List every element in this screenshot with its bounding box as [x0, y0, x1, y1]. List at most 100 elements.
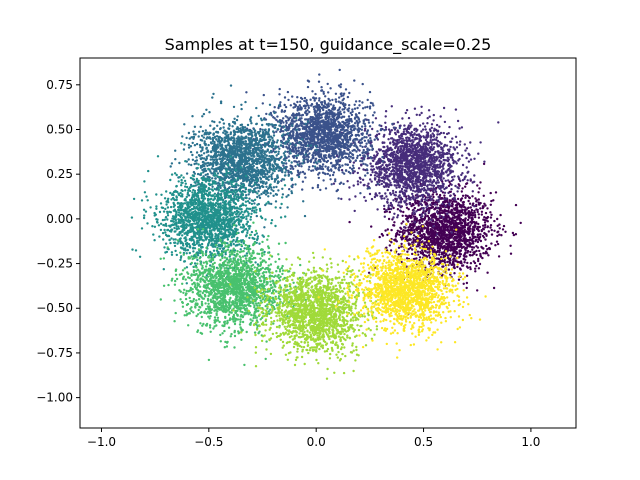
scatter-point	[437, 225, 440, 228]
scatter-point	[440, 171, 444, 174]
scatter-point	[395, 200, 398, 203]
scatter-point	[490, 233, 494, 236]
scatter-point	[288, 131, 292, 135]
scatter-point	[339, 101, 342, 104]
scatter-point	[298, 104, 301, 107]
scatter-point	[367, 182, 370, 185]
chart-title: Samples at t=150, guidance_scale=0.25	[165, 35, 492, 55]
scatter-point	[435, 239, 439, 242]
scatter-point	[436, 210, 439, 214]
scatter-point	[501, 228, 505, 231]
scatter-point	[426, 122, 429, 125]
scatter-point	[413, 133, 416, 136]
scatter-point	[347, 148, 350, 151]
scatter-point	[303, 172, 306, 175]
scatter-point	[366, 148, 369, 151]
scatter-point	[322, 108, 325, 112]
scatter-point	[381, 163, 384, 167]
scatter-point	[477, 259, 480, 263]
scatter-point	[467, 206, 470, 209]
scatter-point	[451, 203, 454, 206]
scatter-point	[451, 200, 454, 203]
scatter-point	[425, 230, 428, 234]
scatter-point	[435, 155, 438, 158]
scatter-point	[383, 207, 386, 211]
scatter-point	[449, 170, 452, 173]
scatter-point	[435, 186, 438, 190]
scatter-point	[447, 184, 451, 188]
scatter-point	[311, 139, 314, 143]
scatter-point	[421, 179, 424, 182]
scatter-point	[390, 105, 393, 108]
scatter-point	[442, 265, 445, 268]
scatter-point	[492, 286, 496, 290]
scatter-point	[332, 122, 336, 126]
scatter-point	[467, 199, 470, 203]
scatter-point	[438, 215, 441, 218]
scatter-point	[479, 141, 482, 144]
scatter-point	[428, 115, 431, 118]
scatter-point	[433, 168, 436, 171]
scatter-point	[395, 197, 399, 201]
scatter-point	[421, 207, 424, 210]
scatter-point	[477, 201, 480, 204]
scatter-point	[467, 211, 470, 214]
scatter-point	[475, 264, 478, 268]
scatter-point	[432, 184, 436, 188]
scatter-point	[416, 133, 420, 136]
scatter-point	[443, 209, 446, 212]
scatter-point	[454, 135, 458, 138]
scatter-point	[490, 199, 493, 203]
scatter-point	[420, 234, 423, 237]
scatter-point	[475, 203, 478, 207]
scatter-point	[471, 239, 474, 242]
scatter-point	[418, 213, 422, 217]
scatter-point	[311, 165, 315, 168]
scatter-point	[428, 197, 432, 200]
scatter-point	[462, 258, 466, 261]
scatter-point	[455, 141, 459, 144]
scatter-point	[306, 109, 309, 112]
scatter-point	[370, 225, 373, 228]
scatter-point	[370, 165, 373, 168]
scatter-point	[469, 267, 472, 271]
cluster-1	[332, 105, 500, 236]
scatter-point	[477, 257, 480, 261]
scatter-point	[478, 203, 481, 206]
scatter-point	[394, 157, 397, 161]
scatter-point	[327, 91, 330, 94]
scatter-point	[368, 90, 372, 94]
scatter-point	[427, 224, 430, 227]
scatter-point	[432, 199, 435, 202]
scatter-point	[512, 233, 516, 237]
scatter-point	[477, 198, 480, 201]
scatter-point	[279, 101, 282, 104]
scatter-point	[391, 163, 395, 166]
scatter-point	[262, 93, 265, 97]
scatter-point	[477, 191, 480, 194]
scatter-point	[396, 208, 400, 211]
scatter-point	[365, 142, 368, 145]
scatter-point	[386, 200, 389, 204]
scatter-point	[427, 142, 430, 146]
scatter-point	[316, 184, 320, 187]
scatter-point	[444, 246, 447, 250]
scatter-point	[426, 131, 430, 135]
scatter-point	[441, 151, 444, 154]
scatter-point	[318, 171, 321, 175]
scatter-point	[370, 197, 374, 201]
scatter-point	[447, 191, 450, 195]
scatter-point	[364, 106, 367, 109]
scatter-point	[408, 202, 411, 205]
scatter-point	[402, 130, 405, 134]
scatter-point	[363, 196, 366, 199]
scatter-point	[468, 153, 471, 157]
scatter-point	[418, 208, 421, 211]
scatter-point	[446, 254, 450, 257]
scatter-point	[485, 244, 488, 248]
scatter-point	[421, 151, 424, 154]
scatter-point	[376, 130, 379, 133]
scatter-point	[298, 132, 301, 136]
scatter-point	[278, 87, 281, 91]
scatter-point	[464, 217, 467, 220]
